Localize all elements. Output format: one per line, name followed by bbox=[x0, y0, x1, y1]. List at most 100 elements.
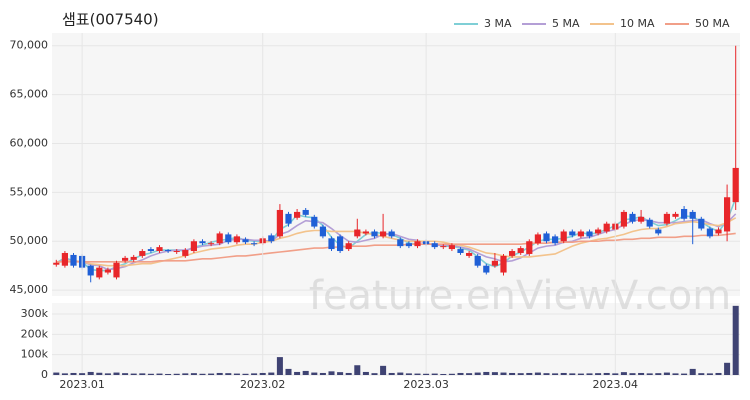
candle-body bbox=[345, 243, 352, 250]
volume-bar bbox=[259, 372, 266, 375]
candle-body bbox=[371, 231, 378, 237]
candle-body bbox=[294, 211, 301, 218]
candle-body bbox=[500, 255, 507, 273]
volume-bar bbox=[517, 373, 524, 375]
candle-body bbox=[646, 219, 653, 227]
x-tick-label: 2023.03 bbox=[403, 378, 449, 391]
volume-bar bbox=[500, 372, 507, 375]
volume-bar bbox=[483, 371, 490, 375]
ma-line bbox=[56, 217, 737, 267]
volume-bar bbox=[233, 373, 240, 375]
candle-body bbox=[388, 231, 395, 237]
legend-label: 3 MA bbox=[484, 17, 512, 30]
volume-bar bbox=[294, 371, 301, 375]
volume-bar bbox=[431, 373, 438, 375]
y-tick-label: 65,000 bbox=[10, 88, 49, 101]
candle-body bbox=[414, 241, 421, 247]
candle-body bbox=[337, 236, 344, 252]
y-tick-label: 200k bbox=[21, 327, 49, 340]
candle-body bbox=[586, 231, 593, 237]
candle-body bbox=[276, 209, 283, 237]
volume-bar bbox=[268, 372, 275, 375]
candle-body bbox=[61, 252, 68, 266]
candle-body bbox=[543, 233, 550, 242]
candle-body bbox=[242, 239, 249, 243]
volume-bar bbox=[251, 373, 258, 375]
candle-body bbox=[104, 269, 111, 273]
candle-body bbox=[268, 235, 275, 242]
candle-body bbox=[113, 262, 120, 278]
candle-body bbox=[466, 252, 473, 256]
volume-bar bbox=[182, 373, 189, 375]
volume-bar bbox=[552, 373, 559, 375]
candle-body bbox=[474, 255, 481, 266]
volume-bar bbox=[165, 373, 172, 375]
candle-body bbox=[190, 241, 197, 252]
volume-bar bbox=[577, 373, 584, 375]
candle-body bbox=[698, 218, 705, 229]
volume-bar bbox=[285, 368, 292, 375]
candle-body bbox=[569, 231, 576, 236]
price-panel bbox=[52, 33, 740, 296]
volume-bar bbox=[715, 372, 722, 375]
volume-bar bbox=[405, 373, 412, 375]
volume-bar bbox=[638, 372, 645, 375]
candle-body bbox=[70, 254, 77, 266]
watermark: feature.enViewV.com bbox=[309, 273, 731, 319]
candle-body bbox=[225, 234, 232, 243]
volume-bar bbox=[423, 373, 430, 375]
volume-bar bbox=[362, 371, 369, 375]
candle-body bbox=[534, 234, 541, 244]
volume-bar bbox=[70, 372, 77, 375]
volume-bar bbox=[225, 373, 232, 375]
volume-bar bbox=[586, 373, 593, 375]
volume-bar bbox=[534, 372, 541, 375]
candle-body bbox=[122, 257, 129, 261]
volume-bar bbox=[672, 373, 679, 375]
volume-bar bbox=[724, 362, 731, 375]
candle-body bbox=[251, 243, 258, 245]
volume-bar bbox=[139, 373, 146, 375]
candle-body bbox=[173, 251, 180, 253]
chart-title: 샘표(007540) bbox=[62, 11, 159, 29]
candle-body bbox=[199, 241, 206, 244]
candle-body bbox=[319, 226, 326, 237]
y-tick-label: 0 bbox=[41, 368, 48, 381]
volume-bar bbox=[569, 373, 576, 375]
candle-body bbox=[147, 249, 154, 252]
volume-bar bbox=[655, 373, 662, 375]
volume-bar bbox=[663, 372, 670, 375]
volume-bar bbox=[302, 370, 309, 375]
y-tick-label: 70,000 bbox=[10, 39, 49, 52]
candle-body bbox=[182, 250, 189, 256]
volume-bar bbox=[706, 373, 713, 375]
candle-body bbox=[603, 223, 610, 232]
candle-body bbox=[405, 243, 412, 247]
candle-body bbox=[139, 251, 146, 256]
volume-bar bbox=[543, 373, 550, 375]
candle-body bbox=[165, 250, 172, 252]
candle-body bbox=[732, 167, 739, 203]
candle-body bbox=[629, 213, 636, 222]
y-tick-label: 45,000 bbox=[10, 283, 49, 296]
volume-bar bbox=[130, 373, 137, 375]
volume-bar bbox=[61, 373, 68, 375]
volume-bar bbox=[474, 372, 481, 375]
volume-bar bbox=[242, 373, 249, 375]
candle-body bbox=[87, 265, 94, 276]
candle-body bbox=[354, 229, 361, 237]
volume-bar bbox=[448, 373, 455, 375]
candle-body bbox=[233, 236, 240, 243]
candle-body bbox=[509, 251, 516, 256]
candle-body bbox=[285, 213, 292, 224]
volume-bar bbox=[509, 372, 516, 375]
volume-panel bbox=[52, 303, 740, 375]
y-tick-label: 300k bbox=[21, 307, 49, 320]
candle-body bbox=[397, 239, 404, 247]
volume-bar bbox=[414, 373, 421, 375]
volume-bar bbox=[603, 372, 610, 375]
volume-bar bbox=[87, 371, 94, 375]
volume-bar bbox=[276, 357, 283, 375]
volume-bar bbox=[122, 373, 129, 375]
